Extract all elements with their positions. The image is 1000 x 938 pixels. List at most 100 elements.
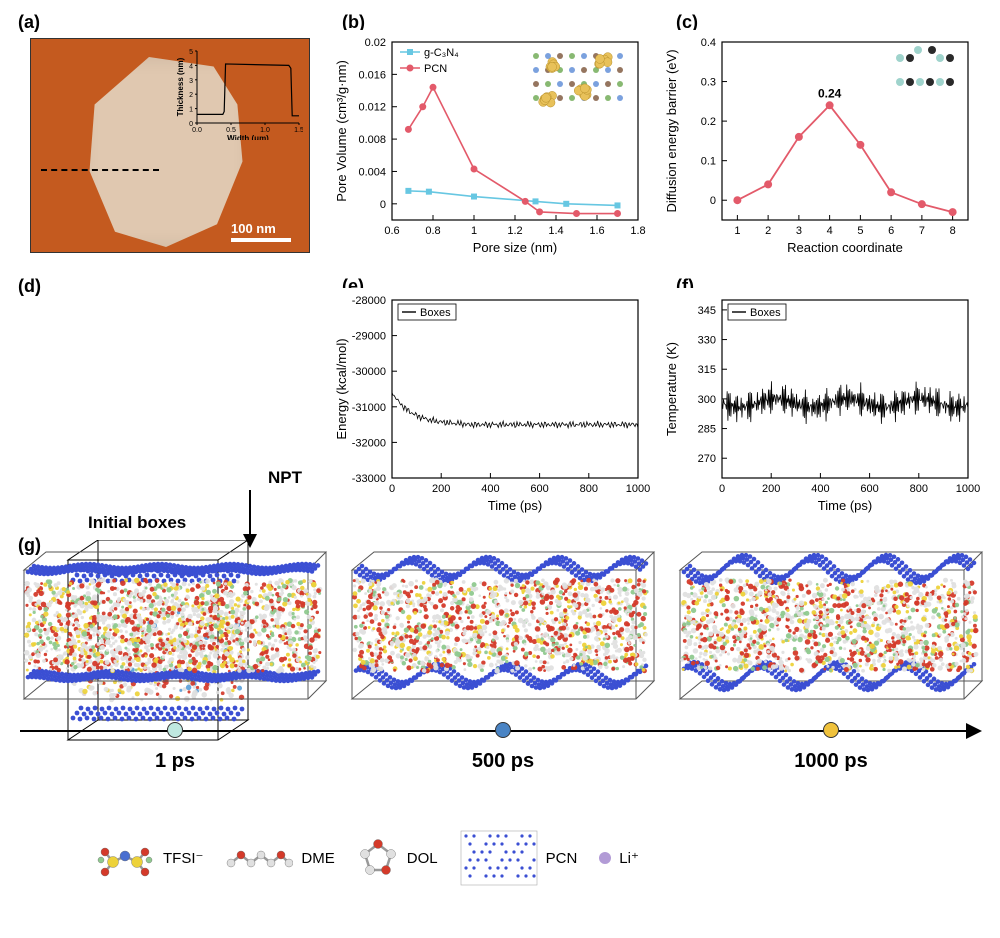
svg-text:0.24: 0.24 xyxy=(818,86,842,100)
svg-text:0.6: 0.6 xyxy=(384,225,399,237)
svg-text:0.8: 0.8 xyxy=(425,225,440,237)
svg-text:1.2: 1.2 xyxy=(507,225,522,237)
svg-text:0.5: 0.5 xyxy=(226,127,236,134)
svg-text:5: 5 xyxy=(189,49,193,56)
svg-text:800: 800 xyxy=(910,483,928,495)
svg-text:1.0: 1.0 xyxy=(260,127,270,134)
npt-label: NPT xyxy=(268,468,302,488)
svg-text:3: 3 xyxy=(189,78,193,85)
legend-tfsi-label: TFSI⁻ xyxy=(163,849,203,867)
panel-c-chart: 1234567800.10.20.30.4Reaction coordinate… xyxy=(660,30,980,265)
svg-text:800: 800 xyxy=(580,483,598,495)
svg-text:8: 8 xyxy=(950,225,956,237)
legend-li: Li⁺ xyxy=(599,849,639,867)
svg-text:0.2: 0.2 xyxy=(701,116,716,128)
svg-text:0.016: 0.016 xyxy=(358,69,386,81)
svg-text:0.012: 0.012 xyxy=(358,102,386,114)
timeline-dot-1ps xyxy=(167,722,183,738)
svg-text:2: 2 xyxy=(189,92,193,99)
svg-text:1: 1 xyxy=(734,225,740,237)
legend-dme: DME xyxy=(225,843,334,873)
svg-text:Boxes: Boxes xyxy=(420,307,451,319)
svg-text:1: 1 xyxy=(471,225,477,237)
svg-text:600: 600 xyxy=(860,483,878,495)
svg-text:4: 4 xyxy=(827,225,833,237)
svg-text:200: 200 xyxy=(432,483,450,495)
label-a: (a) xyxy=(18,12,40,33)
svg-text:Reaction coordinate: Reaction coordinate xyxy=(787,240,903,255)
svg-text:200: 200 xyxy=(762,483,780,495)
svg-text:0.004: 0.004 xyxy=(358,166,386,178)
svg-text:-28000: -28000 xyxy=(352,295,386,307)
svg-text:-30000: -30000 xyxy=(352,366,386,378)
svg-text:Pore Volume (cm³/g·nm): Pore Volume (cm³/g·nm) xyxy=(334,60,349,202)
svg-text:330: 330 xyxy=(698,335,716,347)
timeline-dot-500ps xyxy=(495,722,511,738)
svg-text:285: 285 xyxy=(698,424,716,436)
panel-b-chart: 0.60.811.21.41.61.800.0040.0080.0120.016… xyxy=(330,30,650,265)
svg-text:Width (μm): Width (μm) xyxy=(227,134,269,140)
simbox-title: Initial boxes xyxy=(88,513,186,533)
snapshot-1000ps xyxy=(676,548,986,708)
svg-text:-31000: -31000 xyxy=(352,402,386,414)
svg-text:1: 1 xyxy=(189,107,193,114)
legend-li-label: Li⁺ xyxy=(619,849,639,867)
svg-text:-32000: -32000 xyxy=(352,437,386,449)
label-d: (d) xyxy=(18,276,41,297)
svg-text:-33000: -33000 xyxy=(352,473,386,485)
svg-text:0.1: 0.1 xyxy=(701,156,716,168)
snapshot-500ps xyxy=(348,548,658,708)
afm-scale-text: 100 nm xyxy=(231,221,276,236)
snapshot-1ps xyxy=(20,548,330,708)
svg-text:PCN: PCN xyxy=(424,63,447,75)
svg-text:g-C₃N₄: g-C₃N₄ xyxy=(424,47,459,59)
svg-text:315: 315 xyxy=(698,364,716,376)
legend-dol: DOL xyxy=(357,838,438,878)
svg-text:300: 300 xyxy=(698,394,716,406)
svg-text:400: 400 xyxy=(481,483,499,495)
legend-pcn: PCN xyxy=(460,830,578,886)
svg-text:Diffusion energy barrier (eV): Diffusion energy barrier (eV) xyxy=(664,49,679,212)
svg-text:0.008: 0.008 xyxy=(358,134,386,146)
afm-inset-plot: 0123450.00.51.01.5Width (μm)Thickness (n… xyxy=(175,45,303,140)
svg-text:0.3: 0.3 xyxy=(701,77,716,89)
svg-text:4: 4 xyxy=(189,63,193,70)
svg-text:Time (ps): Time (ps) xyxy=(488,498,542,513)
svg-text:1.5: 1.5 xyxy=(294,127,303,134)
time-label-500ps: 500 ps xyxy=(472,750,534,773)
svg-text:0.0: 0.0 xyxy=(192,127,202,134)
svg-text:345: 345 xyxy=(698,305,716,317)
svg-text:-29000: -29000 xyxy=(352,331,386,343)
svg-text:1.8: 1.8 xyxy=(630,225,645,237)
npt-arrow-icon xyxy=(235,490,265,550)
svg-text:7: 7 xyxy=(919,225,925,237)
svg-text:Thickness (nm): Thickness (nm) xyxy=(176,57,185,116)
npt-text: NPT xyxy=(268,468,302,487)
molecule-legend: TFSI⁻ DME DOL PCN Li⁺ xyxy=(95,830,639,886)
svg-text:0: 0 xyxy=(380,199,386,211)
afm-scan-line xyxy=(41,169,159,171)
svg-text:2: 2 xyxy=(765,225,771,237)
time-label-1ps: 1 ps xyxy=(155,750,195,773)
legend-dme-label: DME xyxy=(301,850,334,867)
svg-text:400: 400 xyxy=(811,483,829,495)
panel-e-chart: 02004006008001000-33000-32000-31000-3000… xyxy=(330,288,650,523)
legend-tfsi: TFSI⁻ xyxy=(95,836,203,880)
panel-f-chart: 02004006008001000270285300315330345Time … xyxy=(660,288,980,523)
svg-text:Boxes: Boxes xyxy=(750,307,781,319)
svg-text:Temperature (K): Temperature (K) xyxy=(664,342,679,436)
svg-text:0: 0 xyxy=(719,483,725,495)
svg-text:0: 0 xyxy=(710,195,716,207)
time-label-1000ps: 1000 ps xyxy=(794,750,867,773)
legend-pcn-label: PCN xyxy=(546,850,578,867)
timeline-dot-1000ps xyxy=(823,722,839,738)
svg-text:1.4: 1.4 xyxy=(548,225,563,237)
svg-text:5: 5 xyxy=(857,225,863,237)
svg-text:0.4: 0.4 xyxy=(701,37,716,49)
svg-text:3: 3 xyxy=(796,225,802,237)
afm-image: 0123450.00.51.01.5Width (μm)Thickness (n… xyxy=(30,38,310,253)
afm-scale-bar: 100 nm xyxy=(231,221,291,242)
svg-text:0.02: 0.02 xyxy=(365,37,386,49)
svg-text:Energy (kcal/mol): Energy (kcal/mol) xyxy=(334,338,349,439)
svg-text:1000: 1000 xyxy=(956,483,980,495)
